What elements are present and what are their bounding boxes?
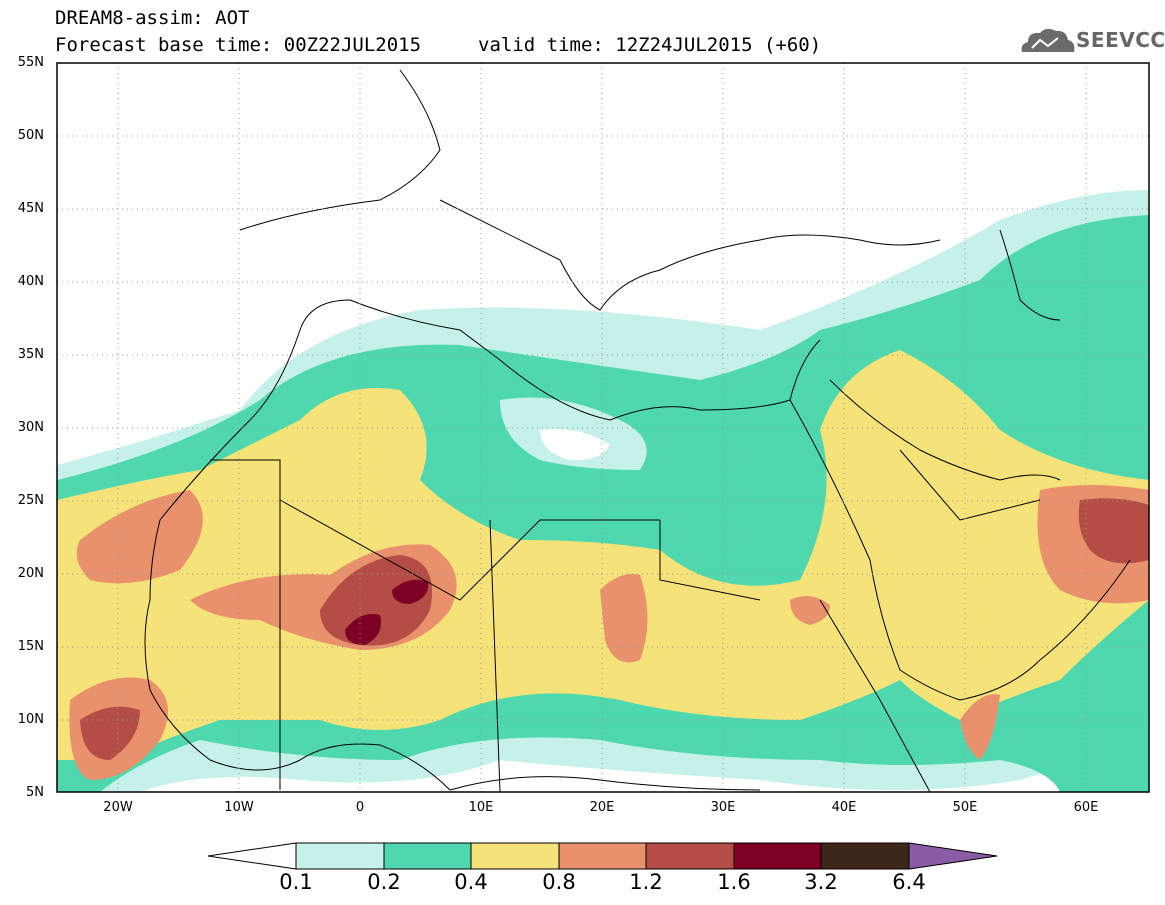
colorbar-arrow-high	[908, 842, 998, 870]
colorbar-arrow-low	[207, 842, 297, 870]
lat-label: 40N	[17, 274, 44, 289]
lon-label: 20W	[103, 800, 133, 815]
colorbar-swatch	[295, 842, 385, 870]
colorbar-swatch	[733, 842, 822, 870]
lon-label: 40E	[831, 800, 857, 815]
colorbar-label: 0.2	[367, 870, 401, 894]
coastlines	[144, 69, 1131, 792]
forecast-base-time: Forecast base time: 00Z22JUL2015	[55, 34, 422, 56]
aot-band-0.8-sudan	[790, 596, 830, 625]
aot-band-1.2-west	[80, 706, 140, 760]
colorbar-swatch	[645, 842, 735, 870]
colorbar-label: 0.1	[279, 870, 313, 894]
lat-label: 35N	[17, 347, 44, 362]
lon-label: 0	[355, 800, 365, 815]
colorbar-swatch	[820, 842, 910, 870]
lat-label: 30N	[17, 420, 44, 435]
grid-lines	[57, 63, 1149, 792]
aot-band-1.6-b	[392, 579, 429, 604]
colorbar-swatch	[470, 842, 560, 870]
lat-label: 5N	[26, 785, 44, 800]
aot-band-0.8-chad	[600, 574, 648, 663]
logo-text: SEEVCCC	[1076, 28, 1165, 52]
colorbar-swatch	[558, 842, 647, 870]
lat-label: 50N	[17, 128, 44, 143]
colorbar-label: 1.2	[629, 870, 663, 894]
map-title: DREAM8-assim: AOT	[55, 7, 250, 29]
lat-label: 20N	[17, 566, 44, 581]
colorbar-swatch	[383, 842, 472, 870]
aot-band-0.4	[57, 350, 1149, 760]
lon-label: 60E	[1073, 800, 1099, 815]
lon-label: 20E	[589, 800, 615, 815]
lat-label: 55N	[17, 55, 44, 70]
lon-label: 50E	[952, 800, 978, 815]
lat-label: 15N	[17, 639, 44, 654]
lon-label: 10W	[224, 800, 254, 815]
cloud-logo-icon	[1021, 28, 1075, 52]
aot-band-0.8	[76, 490, 203, 584]
lon-label: 10E	[468, 800, 494, 815]
aot-band-1.6	[345, 614, 381, 645]
lat-label: 10N	[17, 712, 44, 727]
valid-time: valid time: 12Z24JUL2015 (+60)	[478, 34, 822, 56]
aot-band-0.8-somalia	[960, 694, 1000, 760]
map-frame	[56, 62, 1150, 793]
colorbar-label: 0.8	[542, 870, 576, 894]
aot-fields	[57, 190, 1149, 792]
lat-label: 45N	[17, 201, 44, 216]
aot-gap-libya-clear	[540, 429, 610, 461]
lon-label: 30E	[710, 800, 736, 815]
colorbar-label: 3.2	[804, 870, 838, 894]
aot-band-1.2	[320, 555, 432, 646]
lat-label: 25N	[17, 493, 44, 508]
colorbar-label: 0.4	[454, 870, 488, 894]
aot-band-1.2-oman	[1078, 498, 1149, 564]
colorbar-label: 6.4	[892, 870, 926, 894]
colorbar-label: 1.6	[717, 870, 751, 894]
